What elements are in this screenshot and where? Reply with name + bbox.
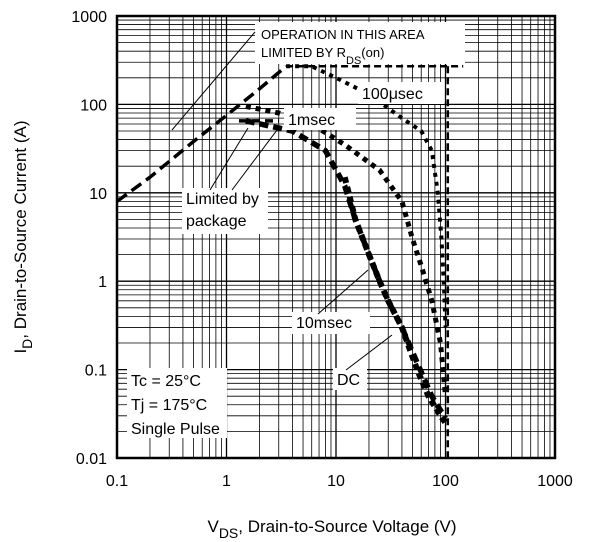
condition-pulse: Single Pulse: [131, 421, 220, 438]
series-rds-on: [115, 64, 288, 203]
operation-label-line1: OPERATION IN THIS AREA: [261, 27, 425, 42]
tick-labels: 0.1 1 10 100 1000 0.01 0.1 1 10 100 1000: [71, 9, 572, 490]
label-1ms-bg: [284, 108, 356, 130]
condition-tj: Tj = 175°C: [131, 397, 207, 414]
operation-label-bg: [255, 22, 465, 64]
leader-limited-2: [231, 125, 281, 191]
y-tick-label: 10: [89, 186, 107, 203]
x-tick-label: 0.1: [106, 473, 128, 490]
series-limit-100us: [286, 64, 448, 328]
leader-10ms: [317, 269, 369, 315]
y-tick-label: 1000: [71, 9, 107, 26]
plot-frame: [115, 14, 557, 460]
limited-label-line1: Limited by: [186, 191, 259, 208]
operation-label-line2: LIMITED BY RDS(on): [261, 45, 384, 67]
conditions-bg: [127, 368, 227, 438]
label-10ms-bg: [292, 312, 370, 334]
label-100us: 100μsec: [362, 86, 423, 103]
series-limit-1ms: [245, 103, 448, 397]
x-tick-label: 1000: [537, 473, 573, 490]
x-axis-title: VDS, Drain-to-Source Voltage (V): [207, 517, 456, 541]
y-tick-label: 0.1: [85, 363, 107, 380]
limited-label-bg: [182, 188, 268, 234]
label-dc: DC: [337, 372, 360, 389]
y-tick-label: 0.01: [76, 451, 107, 468]
y-tick-label: 100: [80, 97, 107, 114]
curves: [115, 64, 464, 458]
y-axis-title: ID, Drain-to-Source Current (A): [11, 120, 35, 353]
leader-lines: [171, 31, 393, 371]
x-tick-label: 10: [327, 473, 345, 490]
x-tick-label: 1: [222, 473, 231, 490]
label-dc-bg: [333, 368, 367, 390]
limited-label-line2: package: [186, 213, 247, 230]
leader-limited-1: [209, 127, 249, 191]
condition-tc: Tc = 25°C: [131, 373, 201, 390]
leader-operation: [171, 31, 256, 131]
x-tick-label: 100: [432, 473, 459, 490]
y-tick-label: 1: [98, 274, 107, 291]
leader-dc: [345, 334, 393, 371]
label-10ms: 10msec: [296, 315, 352, 332]
label-1ms: 1msec: [288, 112, 335, 129]
series-limit-dc: [341, 176, 448, 425]
label-100us-bg: [358, 82, 444, 104]
